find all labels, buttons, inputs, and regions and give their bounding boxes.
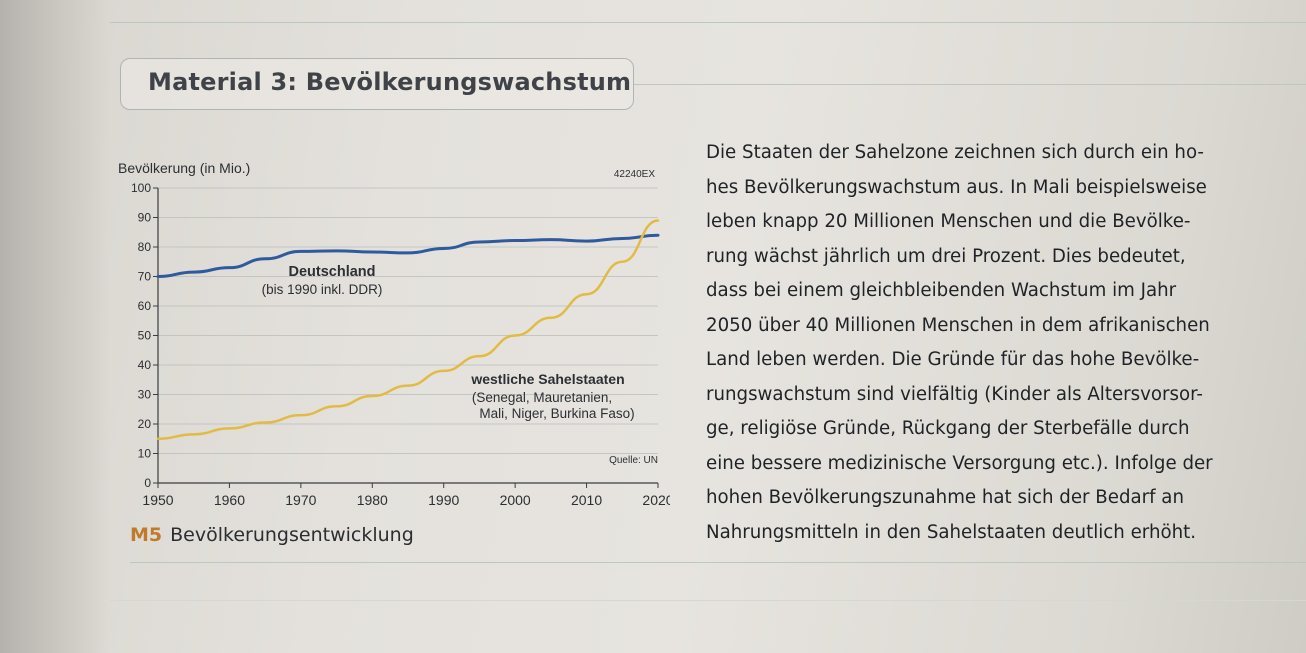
y-tick-label: 30 xyxy=(138,388,152,402)
y-tick-label: 20 xyxy=(138,417,152,431)
series-label-germany: Deutschland xyxy=(288,264,375,280)
body-line: leben knapp 20 Millionen Menschen und di… xyxy=(706,211,1191,232)
body-line: Land leben werden. Die Gründe für das ho… xyxy=(706,349,1200,370)
y-tick-label: 50 xyxy=(138,329,152,343)
chart-source: Quelle: UN xyxy=(609,455,658,466)
y-tick-label: 0 xyxy=(144,476,151,490)
body-line: rungswachstum sind vielfältig (Kinder al… xyxy=(706,383,1203,405)
material-title-box xyxy=(120,58,634,110)
chart-grid xyxy=(158,187,658,484)
y-tick-label: 40 xyxy=(138,358,152,372)
body-line: 2050 über 40 Millionen Menschen in dem a… xyxy=(706,314,1210,336)
material-title: Material 3: Bevölkerungswachstum xyxy=(148,68,632,96)
page-rule-bottom xyxy=(130,562,1306,563)
caption-number: M5 xyxy=(130,524,163,546)
series-sublabel2-sahel: Mali, Niger, Burkina Faso) xyxy=(479,406,634,421)
y-tick-label: 80 xyxy=(138,240,152,254)
chart-series xyxy=(156,219,660,440)
series-sublabel-sahel: (Senegal, Mauretanien, xyxy=(472,390,612,405)
body-line: eine bessere medizinische Versorgung etc… xyxy=(706,452,1213,474)
series-sublabel-germany: (bis 1990 inkl. DDR) xyxy=(262,282,383,297)
x-tick-label: 1990 xyxy=(428,492,459,508)
y-tick-label: 100 xyxy=(131,181,151,195)
series-line-sahel xyxy=(156,219,660,440)
body-line: Die Staaten der Sahelzone zeichnen sich … xyxy=(706,142,1204,163)
x-axis-ticks: 1950 1960 1970 1980 1990 2000 2010 2020 xyxy=(142,483,670,508)
y-tick-label: 10 xyxy=(138,447,152,461)
x-tick-label: 2020 xyxy=(642,492,670,508)
x-tick-label: 2000 xyxy=(500,492,531,508)
caption-text: Bevölkerungsentwicklung xyxy=(170,524,414,546)
body-paragraph: Die Staaten der Sahelzone zeichnen sich … xyxy=(706,136,1298,550)
series-label-sahel: westliche Sahelstaaten xyxy=(470,371,624,387)
x-tick-label: 1970 xyxy=(285,492,316,508)
body-line: hes Bevölkerungswachstum aus. In Mali be… xyxy=(706,176,1207,198)
page-rule-title xyxy=(634,84,1306,85)
y-tick-label: 90 xyxy=(138,211,152,225)
series-line-germany xyxy=(156,233,660,278)
y-axis-ticks: 0 10 20 30 40 50 60 70 80 90 100 xyxy=(131,181,159,490)
body-line: hohen Bevölkerungszunahme hat sich der B… xyxy=(706,487,1184,508)
chart-code: 42240EX xyxy=(614,169,655,180)
x-tick-label: 2010 xyxy=(571,492,602,508)
book-binding-shadow xyxy=(0,0,110,653)
body-line: Nahrungsmitteln in den Sahelstaaten deut… xyxy=(706,521,1197,543)
body-line: ge, religiöse Gründe, Rückgang der Sterb… xyxy=(706,418,1190,439)
x-tick-label: 1980 xyxy=(357,492,388,508)
x-tick-label: 1950 xyxy=(142,492,173,508)
y-axis-label: Bevölkerung (in Mio.) xyxy=(118,160,250,176)
figure-caption: M5 Bevölkerungsentwicklung xyxy=(130,524,414,546)
x-tick-label: 1960 xyxy=(214,492,245,508)
page-rule-footer xyxy=(110,600,1306,601)
body-line: rung wächst jährlich um drei Prozent. Di… xyxy=(706,245,1186,267)
body-line: dass bei einem gleichbleibenden Wachstum… xyxy=(706,280,1177,301)
y-tick-label: 60 xyxy=(138,299,152,313)
page-rule-top xyxy=(110,22,1306,23)
y-tick-label: 70 xyxy=(138,270,152,284)
